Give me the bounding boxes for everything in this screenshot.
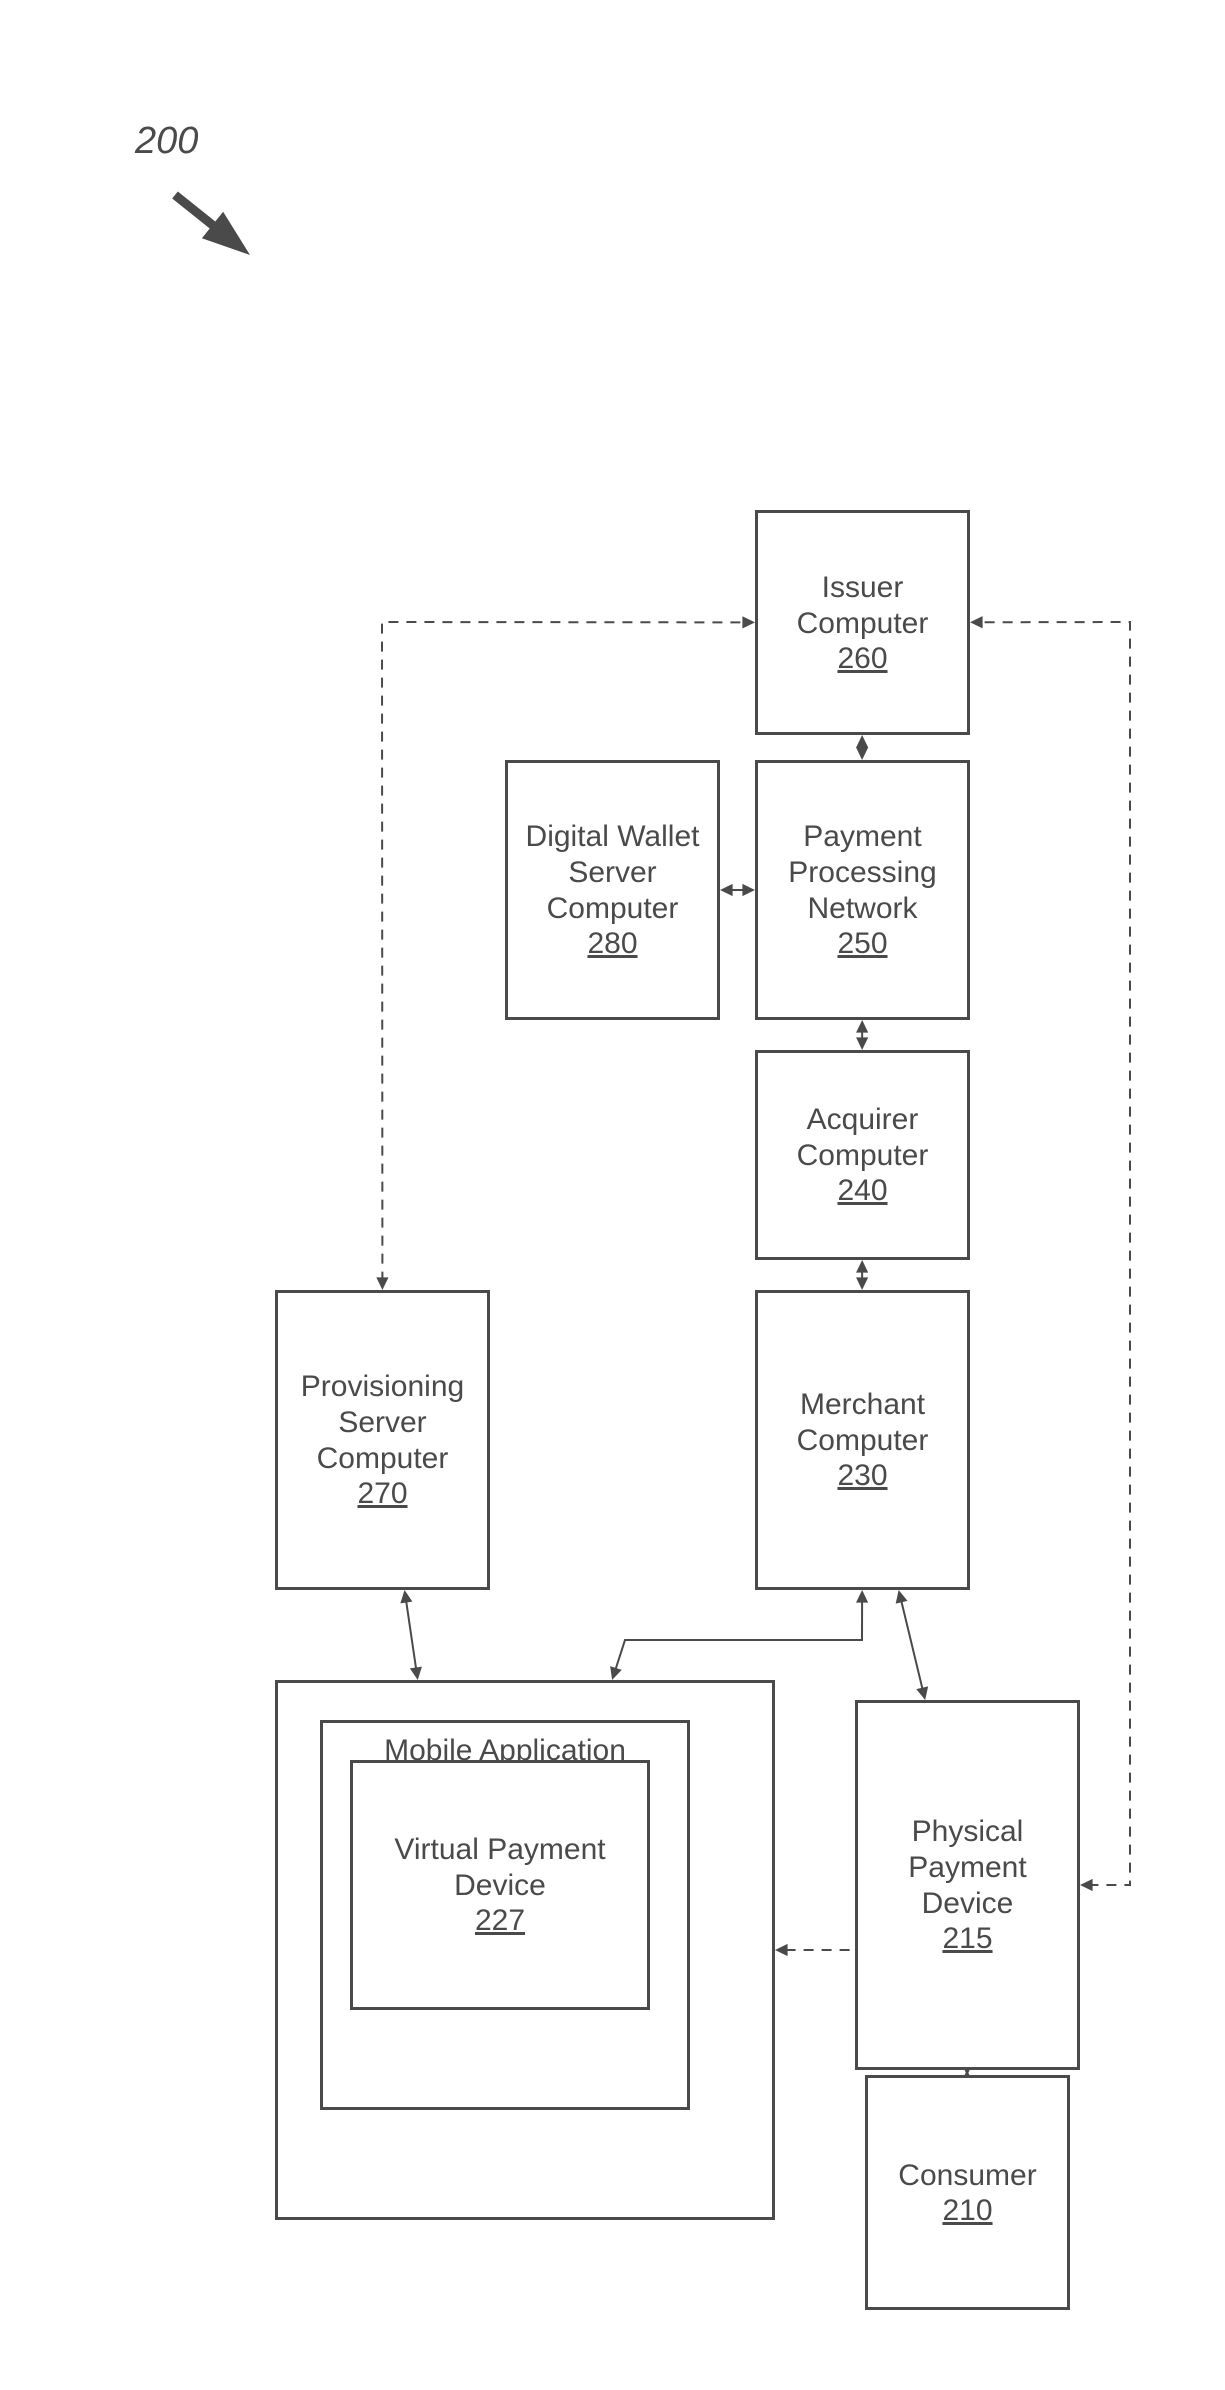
node-merchant: Merchant Computer230 [755,1290,970,1590]
node-virtual_payment: Virtual Payment Device227 [350,1760,650,2010]
node-number: 280 [587,927,637,961]
node-physical_payment: Physical Payment Device215 [855,1700,1080,2070]
node-number: 215 [942,1922,992,1956]
node-label: Payment Processing Network [768,819,956,927]
node-consumer: Consumer210 [865,2075,1070,2310]
node-number: 250 [837,927,887,961]
node-label: Acquirer Computer [768,1102,956,1174]
edge-mobile_device-provisioning [406,1598,417,1671]
node-label: Virtual Payment Device [368,1832,633,1904]
node-issuer: Issuer Computer260 [755,510,970,735]
node-number: 227 [475,1904,525,1938]
figure-number-label: 200 [135,120,198,163]
node-number: 240 [837,1174,887,1208]
node-acquirer: Acquirer Computer240 [755,1050,970,1260]
edge-mobile_device-merchant [615,1598,862,1672]
node-label: Issuer Computer [768,570,956,642]
diagram-canvas: Consumer210Mobile Device220Mobile Applic… [0,0,1225,2390]
node-provisioning: Provisioning Server Computer270 [275,1290,490,1590]
node-digital_wallet: Digital Wallet Server Computer280 [505,760,720,1020]
node-label: Digital Wallet Server Computer [518,819,706,927]
node-label: Consumer [898,2158,1036,2194]
node-number: 230 [837,1459,887,1493]
edge-physical_payment-issuer [978,622,1130,1885]
node-label: Provisioning Server Computer [288,1369,476,1477]
figure-pointer-arrow-icon [172,191,250,255]
node-number: 270 [357,1477,407,1511]
node-number: 260 [837,642,887,676]
node-number: 210 [942,2194,992,2228]
node-ppn: Payment Processing Network250 [755,760,970,1020]
node-label: Physical Payment Device [869,1814,1066,1922]
node-label: Merchant Computer [768,1387,956,1459]
edge-physical_payment-merchant [901,1598,924,1692]
